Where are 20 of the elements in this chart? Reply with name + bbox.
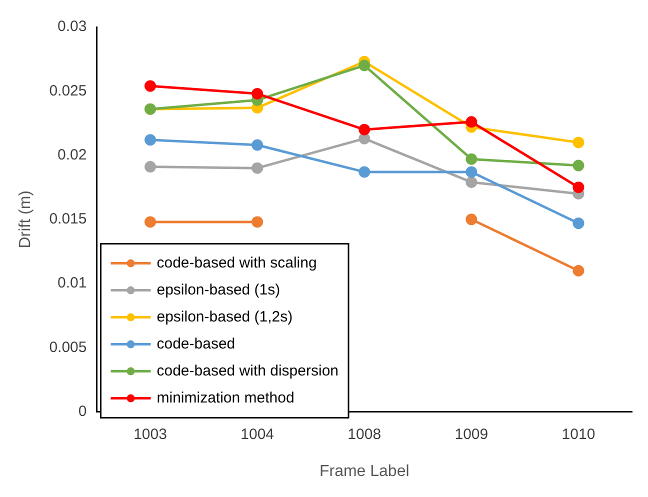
x-tick-label: 1008 [348, 426, 382, 443]
y-tick-label: 0.02 [58, 146, 87, 164]
y-tick-label: 0 [78, 402, 87, 420]
x-axis-title: Frame Label [319, 462, 410, 480]
legend-label: code-based with scaling [156, 254, 317, 272]
legend-label: epsilon-based (1s) [156, 281, 280, 298]
y-tick-label: 0.025 [49, 82, 87, 100]
legend-label: code-based with dispersion [156, 362, 339, 380]
legend-label: minimization method [156, 389, 294, 406]
y-axis-title: Drift (m) [17, 190, 34, 248]
x-tick-label: 1004 [240, 426, 274, 443]
legend-label: epsilon-based (1,2s) [156, 308, 293, 326]
y-tick-label: 0.03 [58, 18, 87, 36]
y-tick-label: 0.015 [49, 210, 87, 228]
y-tick-label: 0.005 [49, 338, 87, 356]
legend-label: code-based [156, 335, 236, 352]
x-tick-label: 1003 [134, 426, 167, 443]
x-tick-label: 1010 [562, 426, 596, 443]
x-tick-label: 1009 [454, 426, 488, 443]
y-tick-label: 0.01 [58, 274, 87, 292]
